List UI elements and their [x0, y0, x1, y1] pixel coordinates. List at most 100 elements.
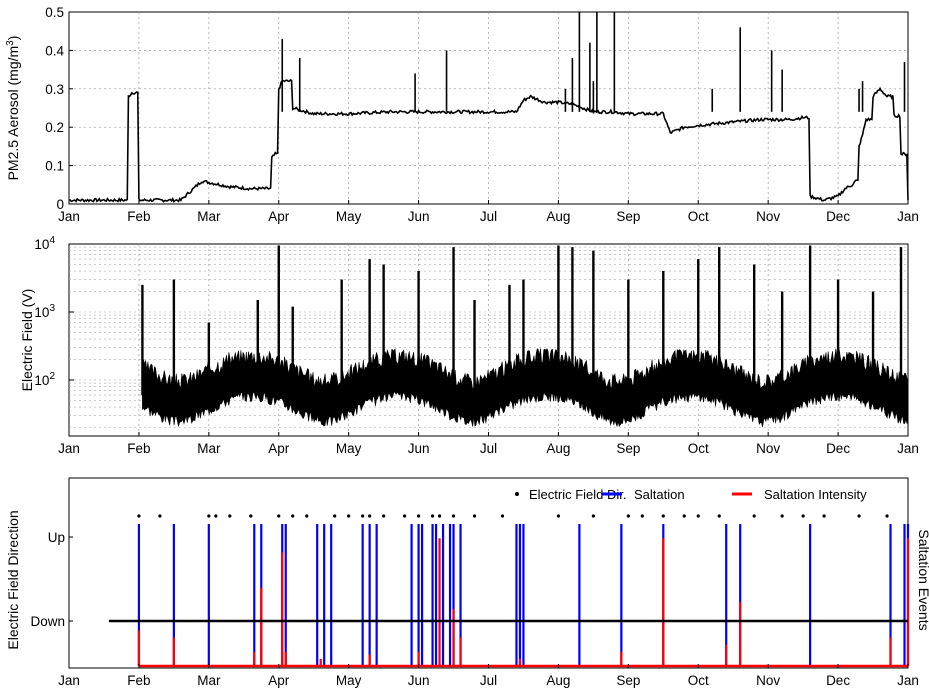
direction-up-dot: [305, 514, 308, 517]
direction-up-dot: [697, 514, 700, 517]
x-tick-label: Jul: [480, 441, 497, 456]
x-tick-label: May: [336, 441, 362, 456]
x-tick-label: May: [336, 673, 362, 688]
x-tick-label: Jul: [480, 673, 497, 688]
x-tick-label: Dec: [826, 209, 850, 224]
direction-up-dot: [431, 514, 434, 517]
legend-label: Saltation Intensity: [764, 487, 867, 502]
x-tick-label: Nov: [756, 441, 780, 456]
y-tick-label: 102: [34, 371, 55, 388]
x-tick-label: Aug: [546, 673, 570, 688]
x-tick-label: Aug: [546, 209, 570, 224]
x-tick-label: Dec: [826, 441, 850, 456]
direction-up-dot: [473, 514, 476, 517]
direction-up-dot: [417, 514, 420, 517]
direction-up-dot: [403, 514, 406, 517]
direction-up-dot: [718, 514, 721, 517]
x-tick-label: Jul: [480, 209, 497, 224]
direction-up-dot: [333, 514, 336, 517]
panel-efield-yticks: 102 103 104: [34, 235, 74, 388]
direction-up-dot: [753, 514, 756, 517]
x-tick-label: Jan: [897, 673, 919, 688]
x-tick-label: Aug: [546, 441, 570, 456]
x-tick-label: Apr: [268, 441, 290, 456]
x-tick-label: Dec: [826, 673, 850, 688]
legend-label: Saltation: [634, 487, 685, 502]
x-tick-label: Nov: [756, 673, 780, 688]
x-tick-label: Jan: [897, 441, 919, 456]
x-tick-label: Sep: [616, 673, 640, 688]
direction-up-dot: [137, 514, 140, 517]
panel-pm25-ylabel-tail: ): [5, 36, 21, 41]
panel-saltation-frame: [69, 478, 908, 668]
x-tick-label: Oct: [688, 441, 709, 456]
x-tick-label: May: [336, 209, 362, 224]
x-tick-label: Nov: [756, 209, 780, 224]
direction-up-dot: [857, 514, 860, 517]
x-tick-label: Jun: [408, 209, 430, 224]
y-tick-label: 0.1: [45, 159, 64, 174]
x-tick-label: Jan: [58, 673, 80, 688]
x-tick-label: Feb: [127, 209, 150, 224]
x-tick-label: Oct: [688, 673, 709, 688]
panel-saltation-yticks: Up Down: [30, 530, 73, 629]
panel-saltation: Up Down Jan Feb Mar Apr May Jun Jul Aug Sep Oct Nov…: [5, 478, 929, 688]
direction-up-dot: [228, 514, 231, 517]
x-tick-label: Mar: [197, 441, 221, 456]
y-tick-label: 0.3: [45, 82, 64, 97]
x-tick-label: Sep: [616, 441, 640, 456]
y-tick-label: 0.4: [45, 43, 64, 58]
x-tick-label: Jun: [408, 673, 430, 688]
y-tick-label: 104: [34, 235, 55, 252]
direction-up-dot: [452, 514, 455, 517]
y-tick-label: Down: [30, 614, 65, 629]
direction-up-dot: [368, 514, 371, 517]
x-tick-label: Apr: [268, 209, 290, 224]
y-tick-label: 103: [34, 303, 55, 320]
direction-up-dot: [214, 514, 217, 517]
direction-up-dot: [438, 514, 441, 517]
direction-up-dot: [291, 514, 294, 517]
x-tick-label: Jan: [897, 209, 919, 224]
panel-saltation-ylabel-right: Saltation Events: [916, 529, 929, 630]
direction-up-dot: [158, 514, 161, 517]
panel-pm25: 0 0.1 0.2 0.3 0.4 0.5 Jan Feb Mar Apr May Jun Jul Au…: [5, 5, 919, 224]
direction-up-dot: [347, 514, 350, 517]
x-tick-label: Mar: [197, 673, 221, 688]
y-tick-label: 0.5: [45, 5, 64, 20]
direction-up-dot: [361, 514, 364, 517]
x-tick-label: Oct: [688, 209, 709, 224]
y-tick-label: Up: [48, 530, 65, 545]
x-tick-label: Feb: [127, 441, 150, 456]
x-tick-label: Apr: [268, 673, 290, 688]
direction-up-dot: [382, 514, 385, 517]
y-tick-label: 0.2: [45, 120, 64, 135]
panel-saltation-ylabel: Electric Field Direction: [5, 510, 21, 649]
direction-up-dot: [592, 514, 595, 517]
direction-up-dot: [277, 514, 280, 517]
direction-up-dot: [823, 514, 826, 517]
direction-up-dot: [781, 514, 784, 517]
x-tick-label: Mar: [197, 209, 221, 224]
direction-up-dot: [501, 514, 504, 517]
panel-efield: 102 103 104 Jan Feb Mar Apr May Jun Jul Aug Sep Oct…: [19, 235, 919, 456]
x-tick-label: Sep: [616, 209, 640, 224]
direction-up-dot: [249, 514, 252, 517]
direction-up-dot: [207, 514, 210, 517]
panel-efield-ylabel: Electric Field (V): [19, 289, 35, 392]
legend-marker: [515, 492, 519, 496]
direction-up-dot: [641, 514, 644, 517]
panel-pm25-ylabel: PM2.5 Aerosol (mg/m3): [5, 36, 21, 181]
direction-up-dot: [802, 514, 805, 517]
x-tick-label: Jan: [58, 209, 80, 224]
x-tick-label: Jan: [58, 441, 80, 456]
direction-up-dot: [557, 514, 560, 517]
x-tick-label: Jun: [408, 441, 430, 456]
x-tick-label: Feb: [127, 673, 150, 688]
direction-up-dot: [662, 514, 665, 517]
direction-up-dot: [683, 514, 686, 517]
direction-up-dot: [885, 514, 888, 517]
panel-pm25-ylabel-main: PM2.5 Aerosol (mg/m: [5, 46, 21, 181]
direction-up-dot: [627, 514, 630, 517]
